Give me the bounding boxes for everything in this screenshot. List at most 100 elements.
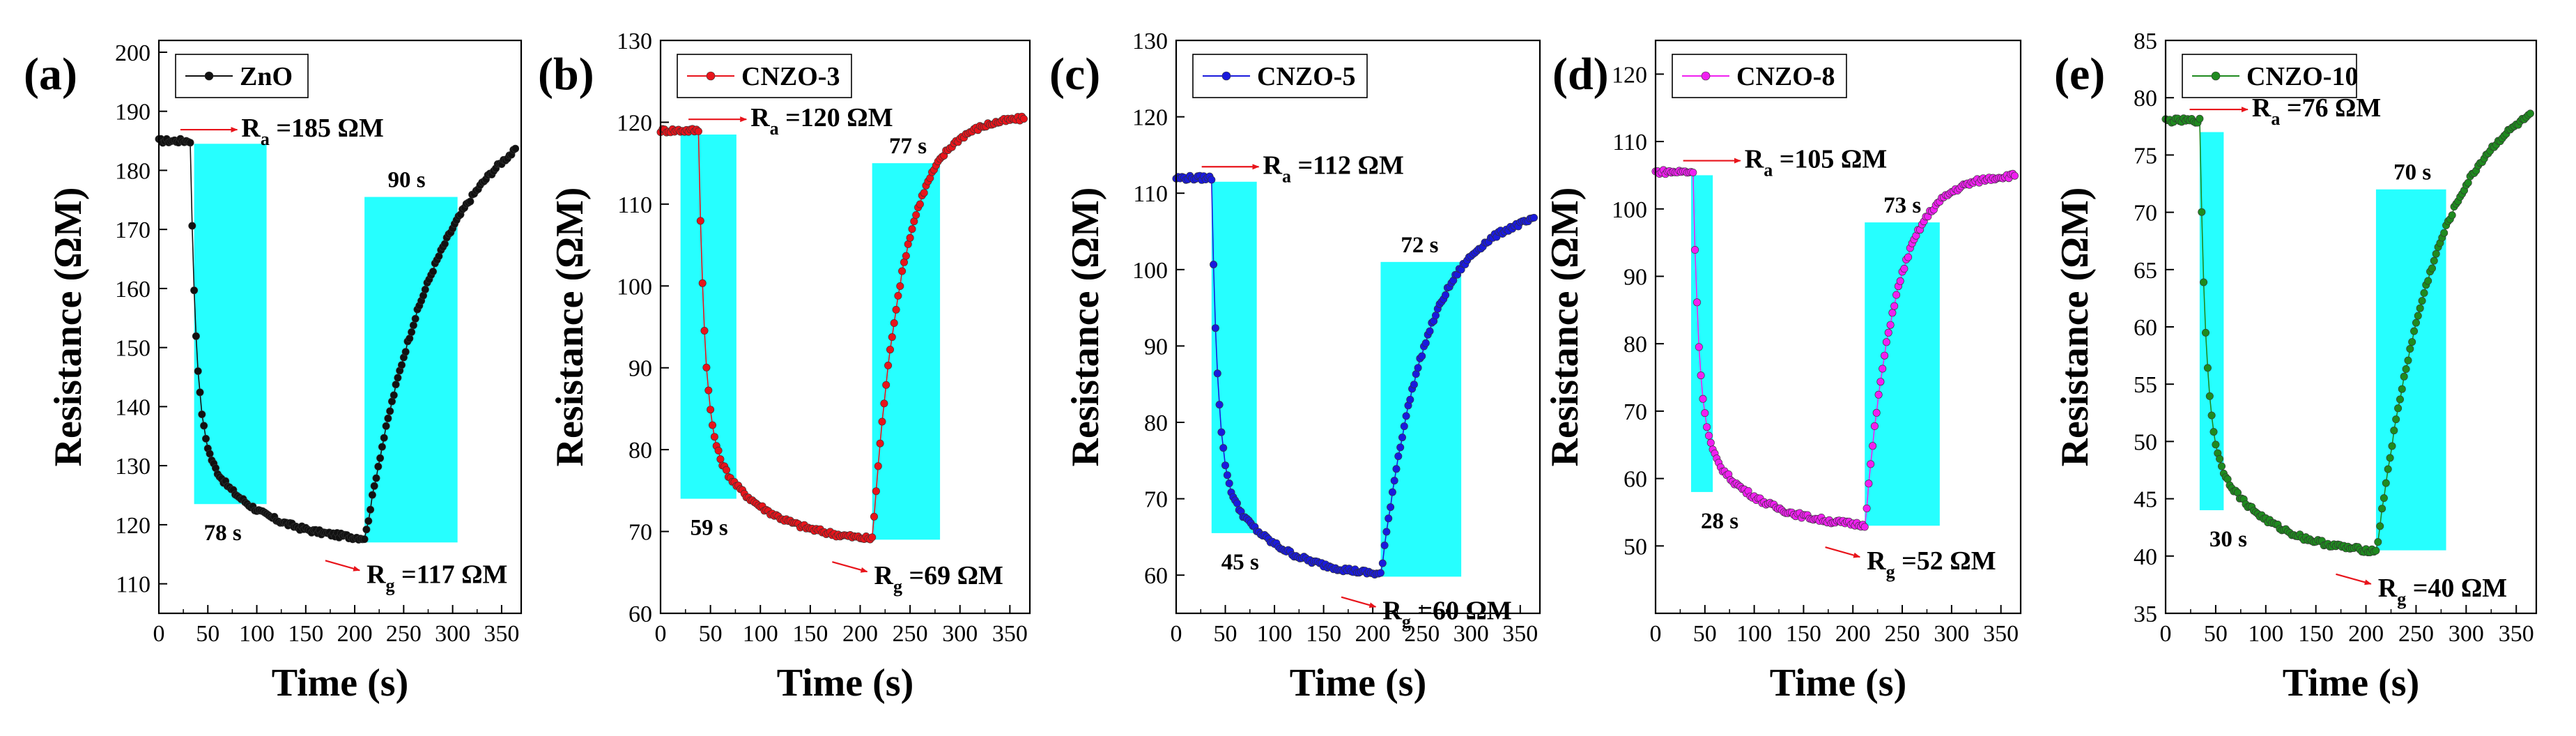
y-tick-label: 60 [1144,563,1168,589]
data-point [368,491,376,499]
data-point [2388,442,2396,450]
x-tick-label: 250 [2398,621,2434,647]
series-points [1172,171,1538,578]
rg-annotation: Rg =60 ΩM [1382,597,1511,632]
data-point [2200,278,2208,286]
y-tick-label: 85 [2134,29,2157,54]
response-time-label: 30 s [2209,527,2247,552]
data-point [716,455,725,463]
data-point [2374,538,2382,546]
y-tick-label: 140 [115,394,151,420]
data-point [696,217,704,225]
data-point [2394,404,2403,413]
data-point [2384,465,2392,473]
data-point [1865,480,1873,488]
data-point [1862,504,1871,512]
data-point [700,326,709,335]
data-point [2428,264,2437,273]
data-point [1221,461,1230,470]
x-tick-label: 100 [743,621,778,647]
data-point [429,268,437,276]
data-point [384,414,392,422]
data-point [2203,364,2212,372]
data-point [201,434,210,443]
data-point [2424,277,2432,285]
recovery-time-label: 73 s [1883,193,1921,218]
x-axis-title: Time (s) [272,661,409,705]
data-point [1225,479,1233,487]
data-point [390,391,398,399]
data-point [1706,438,1715,447]
rg-annotation: Rg =117 ΩM [367,560,507,595]
y-tick-label: 80 [1144,411,1168,436]
data-point [886,346,895,354]
panel-label: (e) [2054,49,2105,100]
data-point [694,127,702,135]
y-tick-label: 130 [1132,29,1168,54]
y-tick-label: 160 [115,277,151,302]
data-point [894,291,902,300]
data-point [1402,412,1410,420]
data-point [1376,569,1385,577]
data-point [2408,338,2416,346]
series-points [656,112,1028,544]
data-point [916,200,924,208]
data-point [1890,302,1899,310]
data-point [1860,523,1869,531]
legend-label: ZnO [240,62,293,91]
legend-label: CNZO-3 [741,62,840,91]
data-point [1691,245,1699,254]
data-point [190,286,199,295]
data-point [888,333,896,342]
data-point [360,535,369,544]
response-band [2199,132,2224,511]
y-tick-label: 190 [115,100,151,125]
data-point [892,305,900,314]
plot-frame [157,39,523,615]
y-tick-label: 120 [1612,62,1647,88]
y-tick-label: 60 [2134,315,2157,341]
data-point [2400,372,2408,381]
data-point [1233,499,1242,507]
x-tick-label: 0 [1171,621,1182,647]
y-tick-label: 40 [2134,544,2157,570]
x-axis-title: Time (s) [1770,661,1907,705]
x-tick-label: 0 [1650,621,1662,647]
legend-marker [204,71,214,81]
x-tick-label: 100 [2248,621,2283,647]
y-tick-label: 70 [628,520,652,546]
chart-panel-1: 0 50 100 150 200 250 300 350 110 120 130 140 150 160 1… [24,39,523,705]
rg-arrow [1341,596,1377,608]
y-axis-title: Resistance (ΩM) [1543,187,1587,467]
data-point [1387,503,1395,512]
y-tick-label: 100 [617,274,652,300]
recovery-time-label: 70 s [2393,160,2431,185]
data-point [1701,409,1709,417]
y-tick-label: 110 [1612,130,1647,155]
data-point [1886,321,1895,329]
y-tick-label: 150 [115,336,151,362]
data-point [1703,423,1711,431]
plot-frame [1654,39,2022,615]
x-tick-label: 150 [2298,621,2334,647]
y-tick-label: 80 [2134,86,2157,112]
legend-label: CNZO-8 [1736,62,1835,91]
panel-label: (a) [24,49,77,100]
x-tick-label: 350 [1983,621,2019,647]
data-point [698,279,707,287]
y-tick-label: 90 [1624,264,1647,290]
chart-panel-3: 0 50 100 150 200 250 300 350 60 70 80 90 100 110 120 13… [1049,29,1541,705]
y-tick-label: 80 [1624,332,1647,358]
data-point [2420,289,2428,297]
y-tick-label: 80 [628,438,652,463]
data-point [2380,494,2388,503]
data-point [1392,465,1401,473]
data-point [1699,394,1707,403]
data-point [194,367,202,375]
data-point [898,267,907,275]
data-point [1210,260,1218,268]
legend-marker [1701,71,1711,81]
legend-marker [2211,71,2221,81]
data-point [1396,443,1405,452]
x-axis-title: Time (s) [777,661,914,705]
